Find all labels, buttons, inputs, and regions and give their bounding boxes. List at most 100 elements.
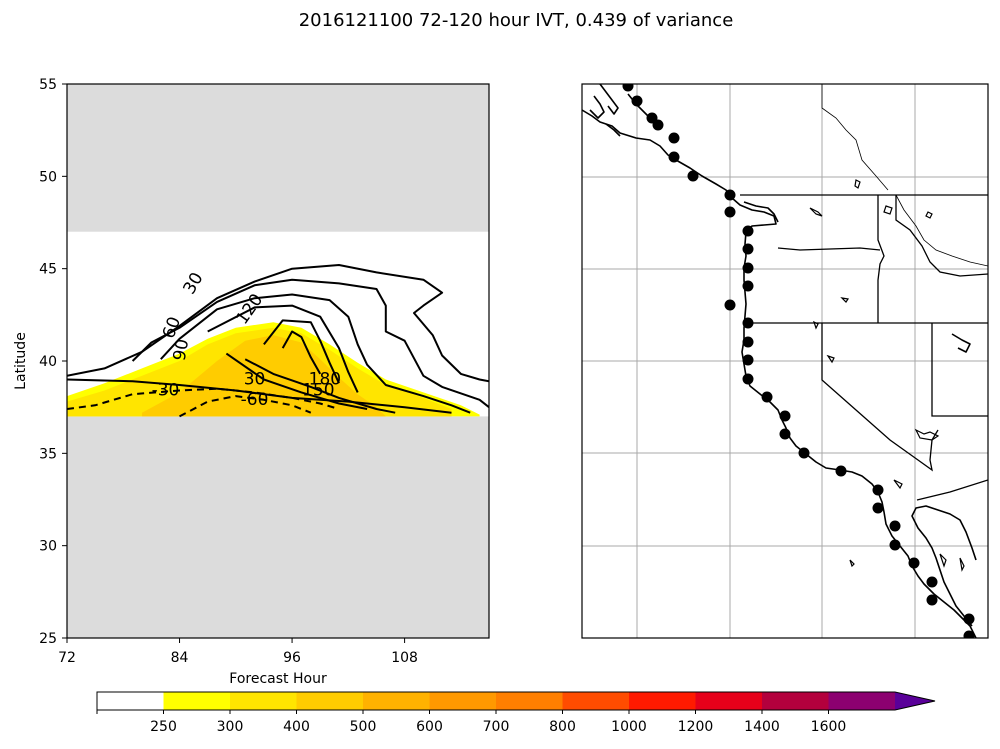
masked-region-1 <box>67 84 489 232</box>
colorbar-tick-label-6: 800 <box>549 719 576 735</box>
colorbar-cell-8 <box>629 692 696 710</box>
map-point-14 <box>742 317 754 329</box>
map-panel <box>581 83 989 639</box>
x-tick-label-2: 96 <box>283 650 301 666</box>
contour-line-2 <box>160 293 471 414</box>
colorbar-cell-7 <box>562 692 630 710</box>
y-tick-label-3: 40 <box>39 354 57 370</box>
map-point-24 <box>872 502 884 514</box>
colorbar-tick-label-10: 1600 <box>811 719 847 735</box>
colorbar-tick-label-3: 500 <box>350 719 377 735</box>
y-tick-label-0: 25 <box>39 631 57 647</box>
colorbar-cell-9 <box>695 692 763 710</box>
contour-line-1 <box>131 278 489 408</box>
colorbar-cell-5 <box>429 692 497 710</box>
contour-line-10 <box>179 395 312 418</box>
map-point-22 <box>835 465 847 477</box>
map-point-5 <box>668 151 680 163</box>
map-point-26 <box>889 539 901 551</box>
map-point-9 <box>742 225 754 237</box>
map-point-25 <box>889 520 901 532</box>
colorbar-tick-label-9: 1400 <box>744 719 780 735</box>
map-point-21 <box>798 447 810 459</box>
y-tick-label-5: 50 <box>39 169 57 185</box>
y-tick-label-4: 45 <box>39 262 57 278</box>
x-tick-label-1: 84 <box>171 650 189 666</box>
map-point-11 <box>742 262 754 274</box>
contour-label-2: 90 <box>170 338 193 363</box>
contour-line-7 <box>225 352 368 410</box>
x-axis-label: Forecast Hour <box>229 671 327 687</box>
map-point-8 <box>724 206 736 218</box>
colorbar-cell-0 <box>97 692 164 710</box>
map-point-27 <box>908 557 920 569</box>
x-tick-label-3: 108 <box>391 650 418 666</box>
colorbar-extend-arrow <box>895 692 935 710</box>
map-point-31 <box>963 630 975 638</box>
map-point-17 <box>742 373 754 385</box>
y-tick-label-6: 55 <box>39 77 57 93</box>
colorbar-tick-label-7: 1000 <box>611 719 647 735</box>
contour-label-6: 150 <box>302 381 334 401</box>
colorbar-cell-2 <box>230 692 297 710</box>
masked-region-0 <box>67 416 489 638</box>
y-tick-label-1: 30 <box>39 539 57 555</box>
map-point-16 <box>742 354 754 366</box>
colorbar-outline <box>96 691 936 711</box>
colorbar-cell-4 <box>363 692 430 710</box>
y-tick-label-2: 35 <box>39 446 57 462</box>
map-interior-borders <box>821 84 988 267</box>
colorbar-tick-label-8: 1200 <box>678 719 714 735</box>
colorbar-cell-1 <box>163 692 231 710</box>
colorbar-tick-label-1: 300 <box>217 719 244 735</box>
contour-line-5 <box>281 330 322 375</box>
colorbar-tick-label-5: 700 <box>483 719 510 735</box>
contour-label-7: -30 <box>152 381 180 401</box>
map-point-30 <box>963 613 975 625</box>
map-borders <box>740 194 988 501</box>
map-point-19 <box>779 410 791 422</box>
contour-line-8 <box>67 378 452 414</box>
contour-label-5: 180 <box>309 369 341 389</box>
map-point-29 <box>926 594 938 606</box>
contour-line-6 <box>244 358 396 414</box>
map-point-13 <box>724 299 736 311</box>
map-point-1 <box>631 95 643 107</box>
contour-label-0: 30 <box>180 269 208 298</box>
map-point-23 <box>872 484 884 496</box>
contour-label-8: -60 <box>241 390 269 410</box>
map-point-18 <box>761 391 773 403</box>
colorbar-cell-11 <box>828 692 896 710</box>
map-point-4 <box>668 132 680 144</box>
contour-label-4: 30 <box>244 369 266 389</box>
map-gridlines <box>582 84 988 638</box>
map-point-15 <box>742 336 754 348</box>
map-point-6 <box>687 170 699 182</box>
y-axis-label: Latitude <box>13 332 29 390</box>
map-lakes <box>809 179 965 572</box>
map-frame <box>581 83 989 639</box>
colorbar: 250 300 400 500 600 700 800 1000 1200 1400 1600 <box>96 691 936 735</box>
figure-title: 2016121100 72-120 hour IVT, 0.439 of var… <box>299 10 734 31</box>
colorbar-cell-3 <box>296 692 364 710</box>
map-point-20 <box>779 428 791 440</box>
map-point-3 <box>652 119 664 131</box>
contour-line-3 <box>207 304 359 393</box>
contour-label-3: 120 <box>232 290 267 328</box>
map-point-28 <box>926 576 938 588</box>
colorbar-cell-10 <box>762 692 829 710</box>
fill-level-400 <box>142 335 386 417</box>
map-point-7 <box>724 189 736 201</box>
map-point-0 <box>622 84 634 92</box>
x-tick-label-0: 72 <box>58 650 76 666</box>
contour-line-4 <box>263 319 340 384</box>
map-point-10 <box>742 243 754 255</box>
colorbar-tick-label-0: 250 <box>150 719 177 735</box>
colorbar-tick-label-2: 400 <box>283 719 310 735</box>
colorbar-cell-6 <box>496 692 563 710</box>
colorbar-tick-label-4: 600 <box>416 719 443 735</box>
contour-line-9 <box>67 387 340 410</box>
map-point-12 <box>742 280 754 292</box>
